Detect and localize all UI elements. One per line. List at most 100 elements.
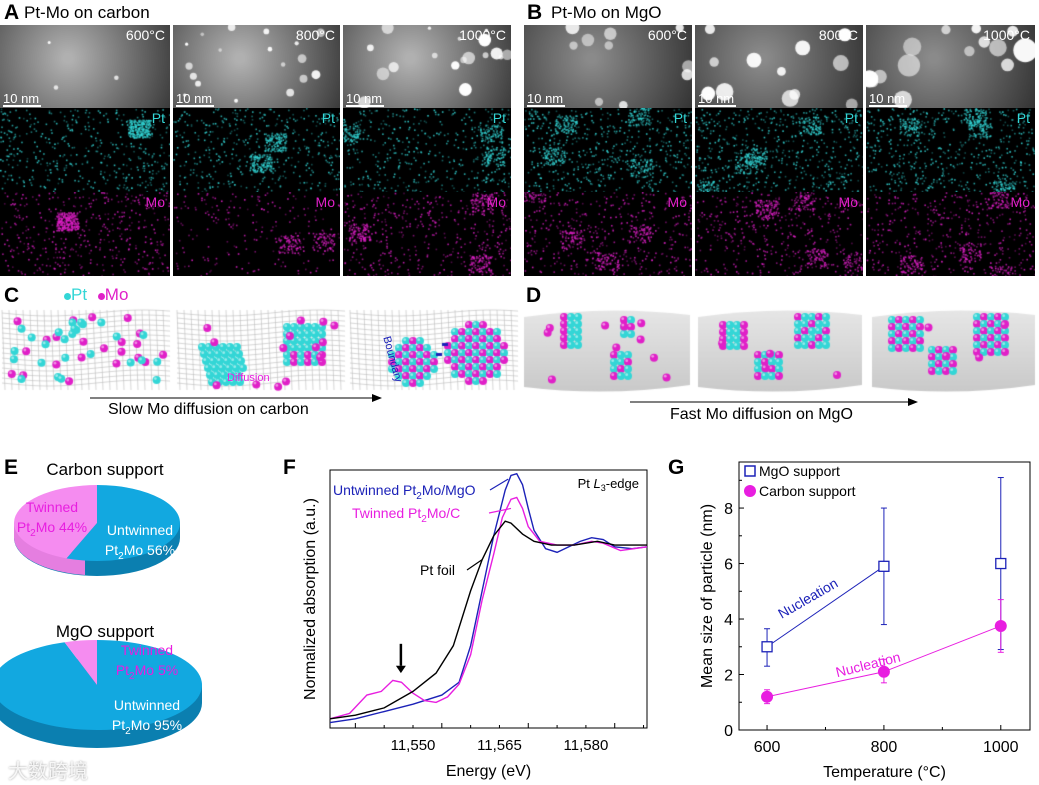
pt-map-label: Pt: [151, 110, 165, 126]
x-axis-label: Energy (eV): [446, 763, 531, 780]
x-tick-label: 600: [754, 739, 781, 756]
x-tick-label: 800: [871, 739, 898, 756]
label-part: 2: [421, 514, 427, 525]
pt-eds-map: Pt: [866, 108, 1035, 192]
label-part: Mo 56%: [124, 542, 175, 558]
diffusion-label: Diffusion: [227, 372, 270, 384]
panel-a-title: Pt-Mo on carbon: [24, 3, 150, 22]
haadf-image: 1000°C 10 nm: [343, 25, 511, 108]
series-label: Twinned Pt2Mo/C: [352, 505, 460, 525]
mo-eds-map: Mo: [343, 192, 511, 276]
label-part: 2: [416, 491, 422, 502]
legend-label: MgO support: [759, 463, 840, 479]
panel-label-b: B: [527, 1, 543, 24]
series-label: Untwinned Pt2Mo/MgO: [333, 482, 476, 502]
y-tick-label: 0: [724, 723, 733, 740]
panel-label-f: F: [283, 456, 296, 479]
mo-eds-map: Mo: [866, 192, 1035, 276]
watermark: 大数跨境: [8, 761, 88, 783]
label-part: Pt: [112, 717, 125, 733]
pie-slice-twinned: [64, 640, 97, 685]
pt-map-label: Pt: [492, 110, 506, 126]
series-label: Pt foil: [420, 562, 455, 578]
slice-label: Twinned: [26, 499, 78, 515]
panel-b-title: Pt-Mo on MgO: [551, 3, 662, 22]
x-tick-label: 11,550: [391, 737, 436, 754]
x-tick-label: 1000: [983, 739, 1019, 756]
data-point: [761, 641, 773, 653]
legend-marker: [744, 465, 756, 477]
scale-bar: 10 nm: [869, 91, 908, 107]
label-part: Pt: [105, 542, 118, 558]
y-tick-label: 8: [724, 501, 733, 518]
temperature-label: 1000°C: [983, 27, 1030, 43]
mo-map-label: Mo: [1010, 194, 1030, 210]
mo-map-label: Mo: [315, 194, 335, 210]
pt-eds-map: Pt: [695, 108, 863, 192]
label-part: Pt: [116, 662, 129, 678]
scale-bar: 10 nm: [698, 91, 737, 107]
data-point: [761, 690, 774, 703]
arrow-c: [90, 394, 382, 402]
leader-line: [466, 559, 483, 571]
y-tick-label: 6: [724, 557, 733, 574]
haadf-image: 800°C 10 nm: [695, 25, 863, 108]
pt-eds-map: Pt: [343, 108, 511, 192]
label-part: Mo 5%: [135, 662, 179, 678]
label-sub: 3: [601, 483, 606, 493]
haadf-image: 600°C 10 nm: [524, 25, 692, 108]
slice-value: Pt2Mo 95%: [112, 717, 182, 737]
series-line: [329, 496, 648, 720]
slice-label: Untwinned: [107, 522, 173, 538]
series-line: [766, 565, 885, 648]
haadf-image: 800°C 10 nm: [173, 25, 340, 108]
temperature-label: 600°C: [647, 27, 687, 43]
xanes-chart: 11,550 11,565 11,580 Energy (eV) Normalized …: [302, 469, 648, 780]
pie-title: Carbon support: [46, 460, 163, 479]
mo-map-label: Mo: [145, 194, 165, 210]
haadf-image: 600°C 10 nm: [0, 25, 170, 108]
label-part: Mo 95%: [131, 717, 182, 733]
series-line: [329, 472, 648, 724]
slice-label: Twinned: [121, 642, 173, 658]
data-point: [994, 619, 1007, 632]
data-point: [878, 560, 890, 572]
label-part: Mo/C: [427, 505, 460, 521]
data-point: [995, 557, 1007, 570]
pt-atom-icon: [64, 293, 71, 300]
haadf-image: 1000°C 10 nm: [866, 25, 1035, 108]
pt-eds-map: Pt: [524, 108, 692, 192]
annotation-nucleation-mgo: Nucleation: [775, 575, 840, 622]
legend-label: Carbon support: [759, 483, 856, 499]
edge-annotation: Pt L3-edge: [578, 476, 639, 493]
x-tick-label: 11,565: [477, 737, 522, 754]
temperature-label: 1000°C: [459, 27, 506, 43]
y-axis-label: Normalized absorption (a.u.): [302, 498, 319, 700]
y-tick-label: 4: [724, 612, 733, 629]
arrow-marker-head: [395, 665, 406, 674]
pt-map-label: Pt: [673, 110, 687, 126]
pie-title: MgO support: [56, 622, 155, 641]
label-sub: 2: [118, 551, 124, 562]
scale-bar: 10 nm: [346, 91, 385, 107]
mo-eds-map: Mo: [695, 192, 863, 276]
mo-eds-map: Mo: [524, 192, 692, 276]
legend-pt: Pt: [71, 285, 88, 304]
label-part: Twinned Pt: [352, 505, 421, 521]
mo-atom-icon: [97, 293, 105, 300]
legend-marker: [744, 485, 756, 497]
plot-frame: [329, 469, 648, 729]
panel-label-d: D: [526, 284, 542, 307]
mo-eds-map: Mo: [173, 192, 340, 276]
leader-line: [488, 507, 512, 514]
label-part: Mo/MgO: [422, 482, 476, 498]
pie-slice-untwinned: [66, 485, 180, 561]
slice-value: Pt2Mo 5%: [116, 662, 178, 682]
scale-bar: 10 nm: [527, 91, 566, 107]
label-sub: 2: [129, 671, 135, 682]
temperature-label: 600°C: [125, 27, 165, 43]
panel-label-g: G: [668, 456, 685, 479]
y-tick-label: 2: [724, 668, 733, 685]
label-part: Pt foil: [420, 562, 455, 578]
panel-label-e: E: [4, 456, 19, 479]
